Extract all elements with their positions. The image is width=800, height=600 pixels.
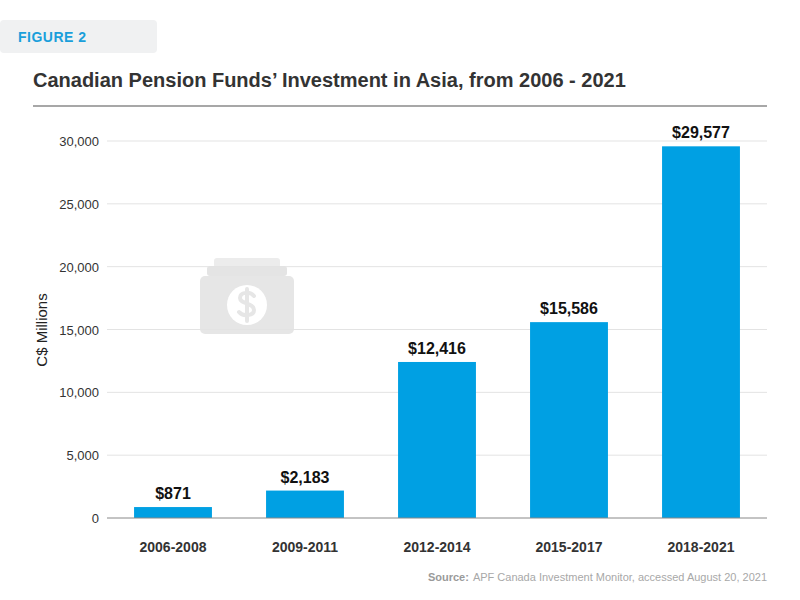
y-tick-label: 5,000 [66, 448, 99, 463]
bar [662, 146, 740, 518]
x-tick-label: 2018-2021 [668, 539, 735, 555]
y-tick-label: 20,000 [59, 260, 99, 275]
x-tick-label: 2009-2011 [272, 539, 338, 555]
y-tick-label: 10,000 [59, 385, 99, 400]
icon-dollar [239, 289, 254, 321]
icon-coin [227, 285, 267, 325]
x-tick-label: 2012-2014 [404, 539, 471, 555]
source-label: Source: [428, 571, 469, 583]
figure-label: FIGURE 2 [18, 29, 87, 45]
source-note: Source: APF Canada Investment Monitor, ac… [428, 571, 767, 583]
bars [134, 146, 740, 518]
data-label: $15,586 [540, 300, 598, 317]
data-labels: $871 $2,183 $12,416 $15,586 $29,577 [155, 124, 730, 502]
x-ticks: 2006-2008 2009-2011 2012-2014 2015-2017 2018… [140, 539, 735, 555]
x-tick-label: 2006-2008 [140, 539, 207, 555]
bar [134, 507, 212, 518]
icon-bill-mid [207, 266, 287, 276]
data-label: $2,183 [281, 469, 330, 486]
source-text: APF Canada Investment Monitor, accessed … [473, 571, 767, 583]
data-label: $12,416 [408, 340, 466, 357]
bar [398, 362, 476, 518]
y-ticks: 0 5,000 10,000 15,000 20,000 25,000 30,000 [59, 134, 99, 526]
grid-line [107, 141, 767, 142]
bar [530, 322, 608, 518]
title-rule [33, 105, 767, 107]
figure-label-box [0, 20, 157, 53]
x-axis-line [107, 518, 767, 519]
icon-bill [200, 276, 294, 334]
money-icon [200, 258, 294, 334]
y-tick-label: 25,000 [59, 197, 99, 212]
chart: FIGURE 2 Canadian Pension Funds’ Investme… [0, 0, 800, 600]
x-tick-label: 2015-2017 [536, 539, 603, 555]
y-tick-label: 15,000 [59, 323, 99, 338]
title: Canadian Pension Funds’ Investment in As… [33, 69, 626, 91]
bar [266, 491, 344, 518]
y-tick-label: 30,000 [59, 134, 99, 149]
data-label: $29,577 [672, 124, 730, 141]
data-label: $871 [155, 485, 191, 502]
y-tick-label: 0 [92, 511, 99, 526]
y-axis-label: C$ Millions [33, 293, 50, 366]
